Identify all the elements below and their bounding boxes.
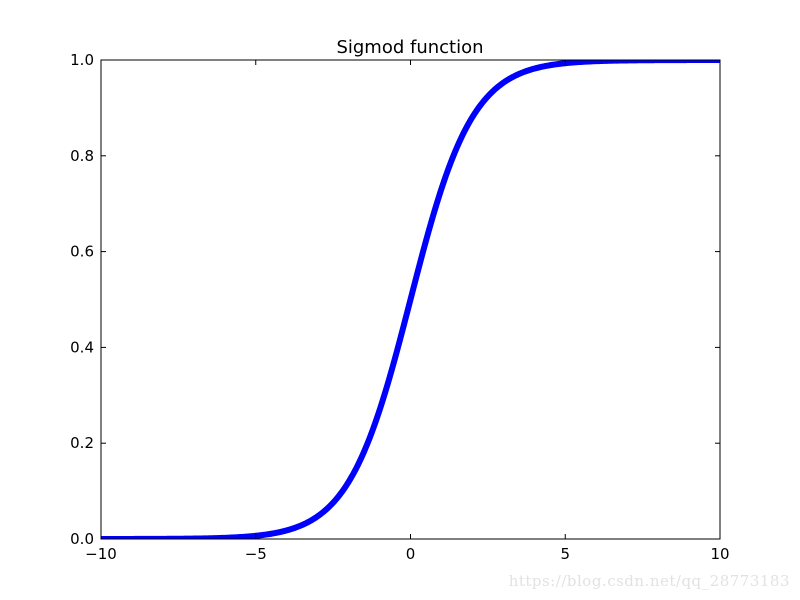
series-line-0 bbox=[101, 60, 720, 539]
chart-title: Sigmod function bbox=[336, 37, 483, 58]
y-tick-label: 1.0 bbox=[70, 51, 94, 69]
x-tick-label: 10 bbox=[710, 545, 729, 563]
y-tick-label: 0.8 bbox=[70, 147, 94, 165]
x-tick-label: −10 bbox=[85, 545, 117, 563]
x-tick-label: 0 bbox=[406, 545, 416, 563]
axes-frame bbox=[100, 59, 721, 540]
watermark-text: https://blog.csdn.net/qq_28773183 bbox=[508, 572, 790, 590]
plot-area bbox=[101, 60, 720, 539]
y-tick-label: 0.0 bbox=[70, 530, 94, 548]
ticks-layer: −10 −5 0 5 10 0.0 0.2 0.4 0.6 0.8 1.0 bbox=[70, 51, 729, 563]
y-tick-label: 0.2 bbox=[70, 434, 94, 452]
x-tick-label: −5 bbox=[245, 545, 267, 563]
y-tick-label: 0.4 bbox=[70, 338, 94, 356]
y-tick-label: 0.6 bbox=[70, 243, 94, 261]
x-tick-label: 5 bbox=[560, 545, 570, 563]
